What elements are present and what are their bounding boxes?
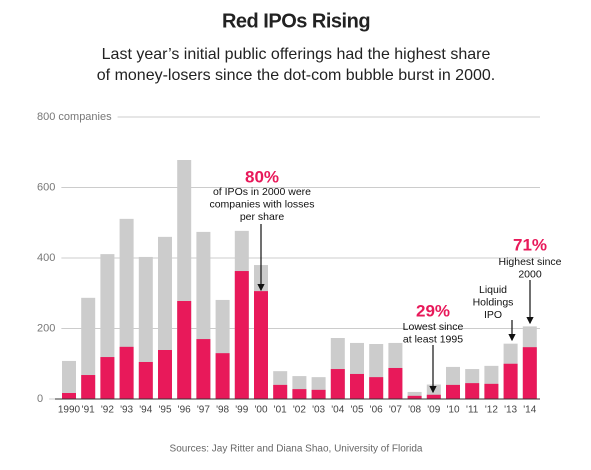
bar — [407, 391, 422, 399]
bar — [388, 367, 403, 399]
y-tick-label: 400 — [37, 252, 55, 264]
bar — [369, 377, 384, 399]
x-tick-label: '14 — [523, 405, 536, 416]
x-tick-label: '94 — [139, 405, 152, 416]
x-tick-label: '06 — [370, 405, 383, 416]
x-tick-label: '00 — [254, 405, 267, 416]
annotation-value: 29% — [416, 301, 450, 320]
x-tick-label: 1990 — [58, 405, 81, 416]
y-tick-label: 0 — [37, 393, 43, 405]
bar — [254, 291, 268, 399]
bar — [119, 346, 134, 399]
bar — [407, 395, 422, 399]
x-tick-label: '97 — [197, 405, 210, 416]
x-tick-label: '11 — [466, 405, 479, 416]
annotation-text: Lowest since — [403, 321, 464, 333]
annotation-text: Highest since — [498, 256, 561, 268]
x-tick-label: '09 — [427, 405, 440, 416]
y-tick-label: 200 — [37, 322, 55, 334]
bar — [177, 301, 192, 399]
bar — [81, 375, 96, 399]
bar — [62, 360, 76, 399]
bar — [292, 389, 307, 399]
annotation-text: at least 1995 — [403, 333, 463, 345]
x-tick-label: '95 — [158, 405, 171, 416]
bar — [446, 384, 460, 399]
bar — [100, 357, 115, 399]
y-tick-label: 600 — [37, 181, 55, 193]
annotation-text: Liquid — [479, 284, 507, 296]
annotation-value: 71% — [513, 235, 547, 254]
x-tick-label: '93 — [120, 405, 133, 416]
annotation-value: 80% — [245, 167, 279, 186]
y-tick-label: 800 companies — [37, 111, 112, 123]
annotation-text: IPO — [484, 309, 502, 321]
bar — [62, 393, 76, 399]
subtitle: of money-losers since the dot-com bubble… — [97, 67, 495, 84]
chart-title: Red IPOs Rising — [222, 10, 370, 32]
annotation-text: companies with losses — [209, 198, 314, 210]
x-tick-label: '10 — [446, 405, 459, 416]
x-tick-label: '05 — [350, 405, 363, 416]
annotation-text: per share — [240, 211, 285, 223]
annotation-text: 2000 — [518, 268, 542, 280]
bar — [503, 363, 518, 399]
x-tick-label: '01 — [274, 405, 287, 416]
x-tick-label: '07 — [389, 405, 402, 416]
x-tick-label: '91 — [82, 405, 95, 416]
bar — [311, 389, 326, 399]
bar — [426, 394, 441, 399]
x-tick-label: '13 — [504, 405, 517, 416]
x-tick-label: '02 — [293, 405, 306, 416]
x-tick-label: '99 — [235, 405, 248, 416]
bar — [234, 271, 249, 399]
x-tick-label: '92 — [101, 405, 114, 416]
bar — [215, 353, 230, 399]
bar — [158, 350, 172, 399]
bar — [81, 297, 96, 399]
x-tick-label: '03 — [312, 405, 325, 416]
bar — [196, 339, 211, 399]
annotation-text: of IPOs in 2000 were — [213, 186, 311, 198]
bar — [273, 384, 288, 399]
bar — [484, 383, 499, 399]
bar — [522, 347, 537, 399]
x-tick-label: '04 — [331, 405, 344, 416]
bar — [350, 373, 364, 399]
bar — [330, 369, 345, 399]
subtitle: Last year’s initial public offerings had… — [102, 46, 491, 63]
x-tick-label: '08 — [408, 405, 421, 416]
bar — [138, 361, 153, 399]
x-tick-label: '12 — [485, 405, 498, 416]
bar — [465, 383, 480, 399]
annotation-text: Holdings — [473, 296, 514, 308]
x-tick-label: '98 — [216, 405, 229, 416]
x-tick-label: '96 — [178, 405, 191, 416]
source: Sources: Jay Ritter and Diana Shao, Univ… — [170, 444, 423, 455]
